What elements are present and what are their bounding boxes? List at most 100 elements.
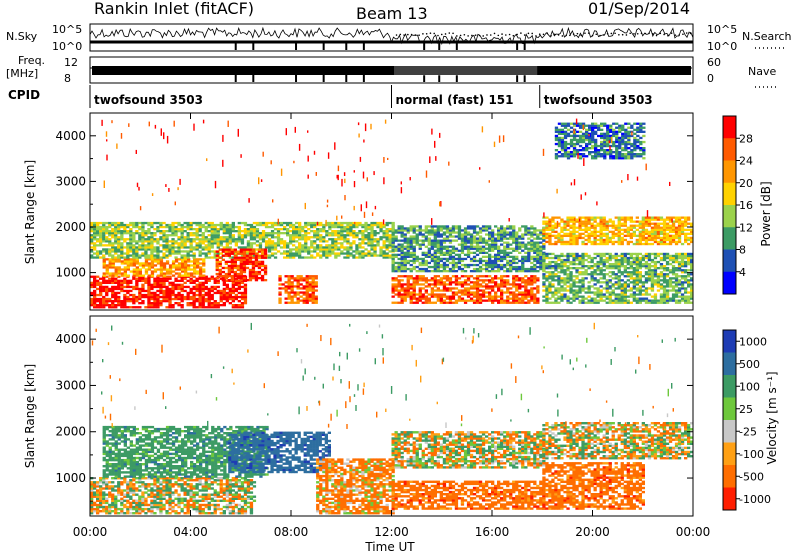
power-cell: [183, 244, 187, 247]
power-cell: [436, 243, 440, 246]
power-cell: [337, 225, 341, 229]
power-cell: [602, 260, 606, 264]
power-cell: [545, 285, 549, 288]
power-cell: [533, 233, 537, 236]
power-cell: [599, 234, 603, 237]
power-cell: [126, 297, 130, 301]
power-cell: [454, 277, 459, 280]
power-cell: [475, 285, 480, 288]
power-cell: [684, 228, 688, 231]
power-cell: [225, 228, 229, 231]
power-cell: [227, 254, 231, 257]
power-cell: [602, 254, 606, 258]
power-cell: [126, 254, 130, 257]
power-cell: [283, 225, 287, 229]
power-cell: [409, 237, 413, 240]
power-cell: [533, 251, 537, 254]
power-cell: [457, 249, 462, 252]
power-cell: [397, 301, 401, 304]
power-cell: [141, 283, 145, 286]
nsearch-point: [557, 34, 560, 36]
power-cell: [554, 287, 558, 290]
power-cell: [394, 267, 398, 271]
power-cell: [394, 239, 398, 242]
power-cell: [165, 279, 169, 282]
power-cell: [632, 232, 636, 235]
power-cell: [141, 279, 145, 282]
power-cell: [385, 223, 389, 227]
power-cell: [108, 266, 112, 269]
power-cell: [204, 281, 208, 284]
power-cell: [337, 223, 341, 227]
power-cell: [436, 227, 440, 230]
power-cell: [629, 252, 633, 256]
power-cell: [201, 306, 205, 309]
power-cell: [370, 248, 374, 251]
power-cell: [123, 281, 127, 284]
power-cell: [466, 263, 471, 267]
power-cell: [319, 250, 323, 253]
power-cell: [99, 291, 103, 295]
power-cell: [108, 281, 112, 284]
power-cell: [290, 275, 294, 278]
power-cell: [224, 262, 228, 265]
nsearch-tick-high: 10^5: [707, 23, 737, 36]
power-cell: [210, 234, 214, 237]
power-cell: [545, 234, 549, 237]
power-cell: [216, 234, 220, 237]
power-cell: [334, 221, 338, 225]
nsearch-point: [501, 33, 503, 35]
power-cell: [192, 238, 196, 241]
power-cell: [620, 265, 624, 268]
power-cell: [331, 240, 335, 243]
power-cell: [243, 295, 248, 299]
power-cell: [530, 247, 534, 250]
power-cell: [620, 218, 624, 221]
power-cell: [258, 234, 263, 237]
power-cell: [485, 227, 489, 230]
power-cell: [436, 229, 440, 232]
power-cell: [684, 240, 688, 244]
power-cell: [527, 291, 531, 294]
power-cell: [129, 297, 133, 301]
power-cell: [96, 297, 100, 301]
power-cell: [518, 251, 522, 254]
power-cell: [500, 229, 504, 232]
power-cell: [195, 293, 199, 297]
power-cell: [346, 242, 350, 245]
power-cell: [96, 283, 100, 286]
power-cell: [198, 246, 202, 249]
power-cell: [584, 301, 588, 304]
power-cell: [108, 300, 112, 303]
power-cell: [289, 225, 293, 229]
power-cell: [102, 306, 106, 309]
power-cell: [623, 256, 627, 260]
power-cell: [509, 261, 513, 265]
power-cell: [242, 268, 247, 272]
power-cell: [485, 239, 489, 242]
power-cell: [653, 224, 658, 227]
power-cell: [314, 283, 318, 286]
power-cell: [587, 267, 591, 270]
nsearch-point: [452, 32, 454, 35]
power-cell: [644, 216, 649, 219]
power-cell: [123, 260, 127, 263]
power-cell: [165, 246, 169, 249]
power-cell: [445, 253, 450, 256]
power-cell: [314, 301, 318, 304]
power-cell: [466, 231, 471, 234]
power-cell: [159, 236, 163, 239]
power-cell: [219, 228, 223, 231]
power-cell: [129, 228, 133, 231]
power-cell: [385, 252, 389, 255]
power-cell: [299, 287, 303, 290]
power-cell: [287, 285, 291, 288]
power-cell: [569, 287, 573, 290]
power-cell: [147, 289, 151, 293]
power-cell: [457, 225, 462, 228]
power-cell: [617, 222, 621, 225]
power-cell: [123, 223, 127, 227]
power-cell: [198, 291, 202, 295]
power-cell: [96, 238, 100, 241]
power-cell: [469, 235, 474, 238]
